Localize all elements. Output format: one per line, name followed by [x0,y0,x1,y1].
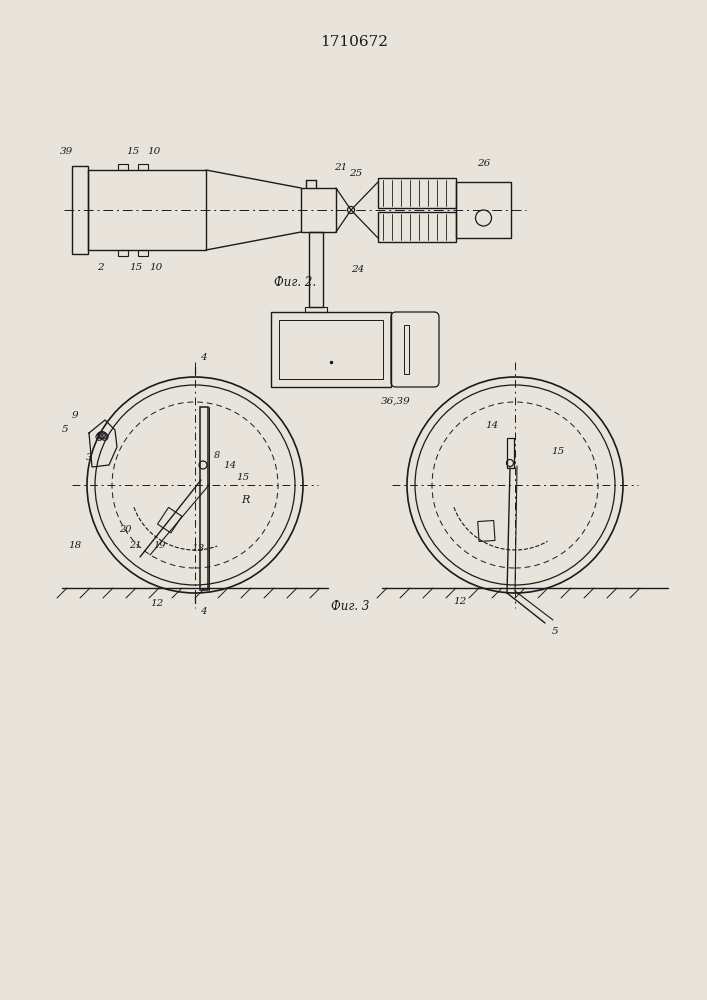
Text: 24: 24 [351,265,365,274]
Text: R: R [241,495,249,505]
Bar [378,212,456,242]
Text: 14: 14 [223,460,237,470]
Bar [305,307,327,312]
Bar [279,320,383,379]
Text: Фиг. 3: Фиг. 3 [331,600,369,613]
Bar [138,250,148,256]
Bar [301,188,336,232]
Bar [271,312,391,387]
Text: 10: 10 [147,147,160,156]
Text: 36,39: 36,39 [381,396,411,406]
Bar [118,164,128,170]
Text: 12: 12 [453,597,467,606]
Text: 13: 13 [191,544,204,553]
Text: 15: 15 [129,263,143,272]
Text: 5: 5 [62,426,69,434]
Text: 39: 39 [60,147,74,156]
Text: 15: 15 [127,147,139,156]
Text: 5: 5 [551,626,559,636]
Text: 20: 20 [119,524,132,534]
Text: 26: 26 [477,159,490,168]
Bar [507,438,514,468]
Bar [478,521,495,541]
Bar [456,182,511,238]
Bar [118,250,128,256]
Text: 4: 4 [199,353,206,361]
Text: 14: 14 [486,420,498,430]
Text: 12: 12 [151,599,163,608]
Text: 8: 8 [214,450,220,460]
Text: 3: 3 [86,452,93,462]
Text: Фиг. 2.: Фиг. 2. [274,275,316,288]
Text: 4: 4 [199,606,206,615]
Text: 25: 25 [349,169,363,178]
Text: 2: 2 [97,263,103,272]
Text: 15: 15 [551,446,565,456]
Text: 18: 18 [69,540,81,550]
Text: 15: 15 [236,473,250,482]
Bar [200,407,208,590]
Text: 19: 19 [153,541,165,550]
Bar [158,507,182,533]
Bar [309,232,323,307]
Text: 21: 21 [129,540,141,550]
Text: 1710672: 1710672 [320,35,388,49]
Bar [378,178,456,208]
Bar [72,166,88,254]
Bar [138,164,148,170]
Bar [88,170,206,250]
Text: 9: 9 [71,410,78,420]
Bar [404,325,409,374]
Text: 21: 21 [334,163,348,172]
Text: 10: 10 [149,263,163,272]
